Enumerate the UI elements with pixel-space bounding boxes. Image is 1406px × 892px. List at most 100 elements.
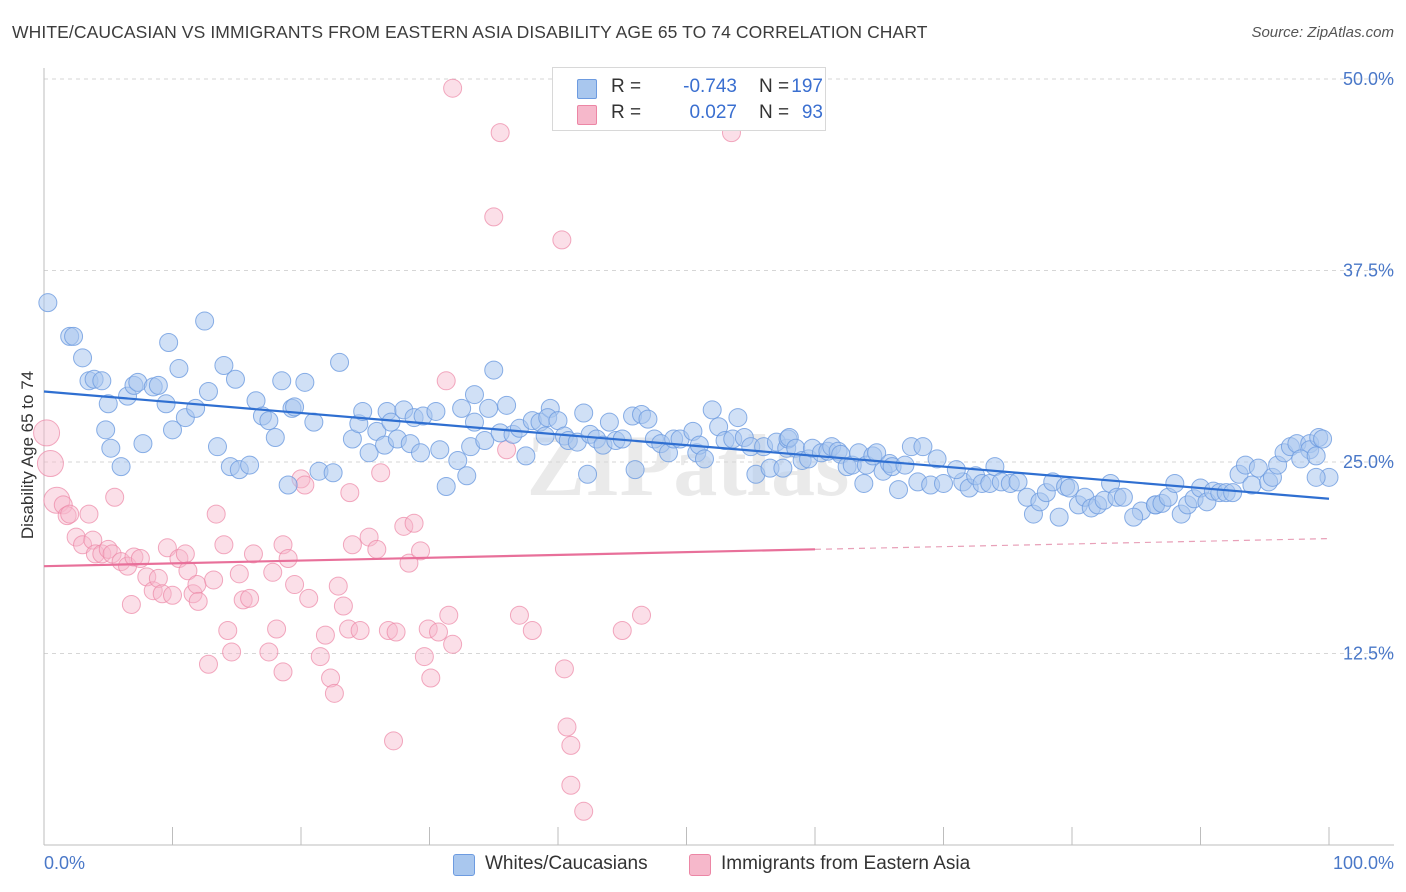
point-immigrants — [484, 207, 504, 227]
y-tick-label: 25.0% — [1343, 452, 1394, 472]
point-immigrants — [214, 535, 234, 555]
point-immigrants — [321, 668, 341, 688]
point-whites — [278, 475, 298, 495]
x-tick-label-max: 100.0% — [1333, 853, 1394, 873]
point-whites — [1248, 458, 1268, 478]
point-immigrants — [285, 575, 305, 595]
point-immigrants — [439, 605, 459, 625]
point-immigrants — [632, 605, 652, 625]
point-immigrants — [522, 621, 542, 641]
point-whites — [304, 412, 324, 432]
y-tick-label: 37.5% — [1343, 261, 1394, 281]
point-immigrants — [163, 585, 182, 605]
point-whites — [535, 426, 555, 446]
point-whites — [578, 464, 598, 484]
trend-line-whites — [43, 390, 1330, 500]
point-whites — [92, 371, 112, 391]
point-whites — [448, 450, 468, 470]
point-immigrants — [367, 539, 387, 559]
point-immigrants — [79, 504, 99, 524]
point-immigrants — [73, 535, 93, 555]
point-whites — [1124, 507, 1144, 527]
point-immigrants — [443, 634, 463, 654]
point-immigrants — [561, 775, 581, 795]
point-whites — [436, 477, 456, 497]
legend-n-label: N = — [759, 76, 790, 97]
point-whites — [702, 400, 722, 420]
point-whites — [133, 434, 153, 454]
point-immigrants — [121, 594, 141, 614]
point-whites — [694, 449, 714, 469]
point-immigrants — [328, 576, 348, 596]
point-immigrants — [187, 575, 207, 595]
point-immigrants — [350, 621, 370, 641]
point-whites — [1059, 478, 1079, 498]
point-immigrants — [178, 561, 198, 581]
series-immigrants-points — [33, 78, 741, 821]
point-whites — [1306, 446, 1326, 466]
point-whites — [259, 411, 279, 431]
point-whites — [323, 463, 343, 483]
point-immigrants — [124, 547, 144, 567]
point-whites — [148, 375, 168, 395]
point-whites — [913, 437, 933, 457]
point-whites — [156, 394, 176, 414]
point-immigrants — [243, 544, 263, 564]
point-whites — [599, 412, 619, 432]
point-whites — [101, 438, 121, 458]
point-whites — [457, 466, 477, 486]
point-whites — [38, 293, 58, 313]
legend-n-value: 93 — [801, 102, 823, 123]
point-whites — [1313, 429, 1333, 449]
point-whites — [479, 398, 499, 418]
point-whites — [98, 394, 118, 414]
point-immigrants — [229, 564, 249, 584]
point-whites — [934, 473, 953, 493]
gridlines — [44, 78, 1394, 654]
point-immigrants — [443, 78, 463, 98]
point-immigrants — [428, 622, 448, 642]
point-whites — [411, 443, 431, 463]
point-whites — [169, 359, 189, 379]
point-whites — [728, 408, 748, 428]
point-immigrants — [421, 668, 441, 688]
point-whites — [240, 455, 260, 475]
point-immigrants — [278, 549, 298, 569]
point-whites — [574, 403, 594, 423]
point-whites — [353, 401, 373, 421]
point-whites — [225, 369, 245, 389]
point-immigrants — [60, 504, 80, 524]
point-immigrants — [394, 516, 414, 536]
legend-swatch-immigrants — [577, 105, 597, 125]
point-immigrants — [222, 642, 242, 662]
point-whites — [773, 458, 793, 478]
point-immigrants — [371, 463, 391, 483]
point-immigrants — [378, 621, 398, 641]
point-whites — [330, 352, 350, 372]
point-whites — [96, 420, 116, 440]
point-whites — [1223, 483, 1243, 503]
point-whites — [272, 371, 292, 391]
point-immigrants — [299, 588, 319, 608]
y-tick-label: 12.5% — [1343, 644, 1394, 664]
point-immigrants — [240, 588, 260, 608]
trend-line-immigrants — [43, 548, 816, 568]
point-immigrants — [152, 584, 172, 604]
point-whites — [1049, 507, 1069, 527]
point-whites — [497, 395, 517, 415]
y-axis-label: Disability Age 65 to 74 — [18, 371, 37, 539]
point-immigrants — [574, 801, 594, 821]
point-immigrants — [333, 596, 353, 616]
x-tick-label-min: 0.0% — [44, 853, 85, 873]
stats-legend: R = -0.743 N = 197 R = 0.027 N = 93 — [552, 67, 826, 131]
series-whites-points — [38, 293, 1339, 527]
legend-r-label: R = — [611, 76, 642, 97]
point-whites — [359, 443, 379, 463]
trend-line-immigrants-extension — [814, 538, 1330, 550]
point-whites — [186, 398, 206, 418]
legend-r-value: 0.027 — [689, 102, 737, 123]
point-immigrants — [233, 590, 253, 610]
point-whites — [195, 311, 215, 331]
point-immigrants — [418, 619, 438, 639]
point-immigrants — [509, 605, 529, 625]
